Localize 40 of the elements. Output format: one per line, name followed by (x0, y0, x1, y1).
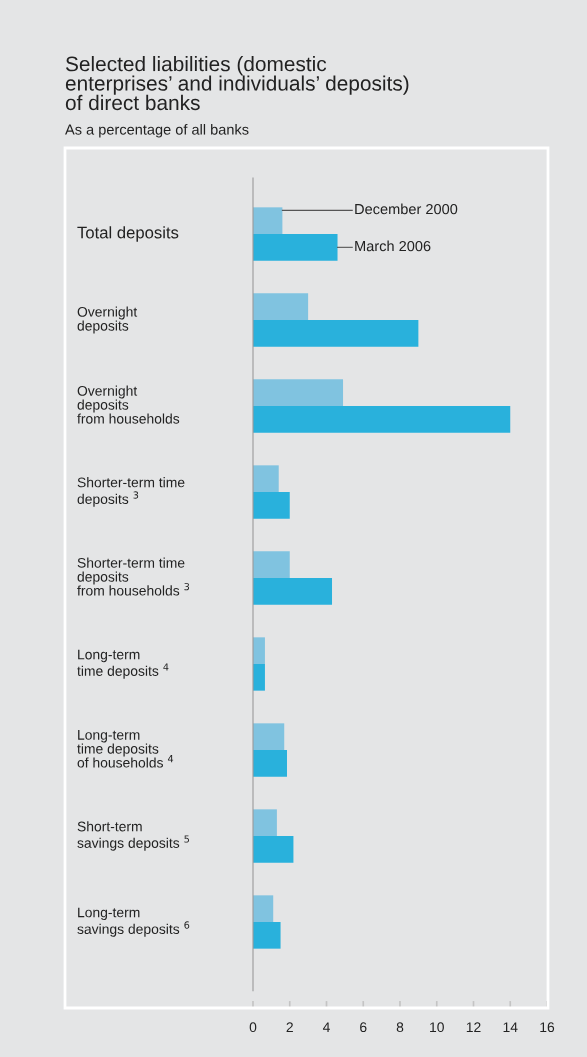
bar (253, 637, 265, 664)
y-tick-label: Overnight deposits from households (77, 385, 180, 424)
bar (253, 465, 279, 492)
bar (253, 234, 338, 261)
series-label: March 2006 (355, 240, 431, 252)
bar (253, 320, 419, 347)
x-tick-label: 0 (249, 1022, 257, 1033)
y-tick-label: Total deposits (77, 226, 179, 242)
bar (253, 578, 333, 605)
x-tick-label: 4 (322, 1022, 330, 1032)
bar (253, 750, 287, 777)
bar (253, 836, 294, 863)
x-tick-label: 12 (466, 1022, 481, 1032)
y-tick-label: Long-term time deposits of households $^{4}$ (77, 730, 174, 768)
bar (253, 293, 309, 320)
y-tick-label: Short-term savings deposits $^{5}$ (77, 821, 190, 851)
x-tick-label: 16 (540, 1022, 555, 1033)
y-tick-label: Long-term time deposits $^{4}$ (77, 649, 169, 679)
text: December 2000 (355, 203, 458, 215)
bar (253, 379, 344, 406)
bar (253, 895, 274, 922)
y-tick-label: Overnight deposits (77, 306, 138, 334)
bar (253, 492, 290, 519)
x-tick-label: 2 (286, 1022, 293, 1032)
x-tick-label: 14 (503, 1022, 518, 1032)
bar (253, 922, 281, 949)
chart-subtitle: As a percentage of all banks (65, 124, 249, 138)
x-tick-label: 8 (396, 1022, 404, 1033)
x-tick-label: 10 (430, 1022, 444, 1033)
bar (253, 207, 283, 234)
y-tick-label: Shorter-term time deposits $^{3}$ (77, 477, 185, 507)
y-tick-label: Shorter-term time deposits from households $^{3}$ (77, 557, 190, 596)
y-tick-label: Long-term savings deposits $^{6}$ (77, 907, 190, 937)
bar (253, 664, 265, 691)
bar (253, 809, 277, 836)
bar (253, 551, 290, 578)
bar (253, 406, 511, 433)
x-tick-label: 6 (360, 1022, 367, 1033)
chart-title: Selected liabilities (domestic enterprises’ and individuals’ deposits) of direct banks (65, 56, 409, 111)
bar (253, 723, 285, 750)
